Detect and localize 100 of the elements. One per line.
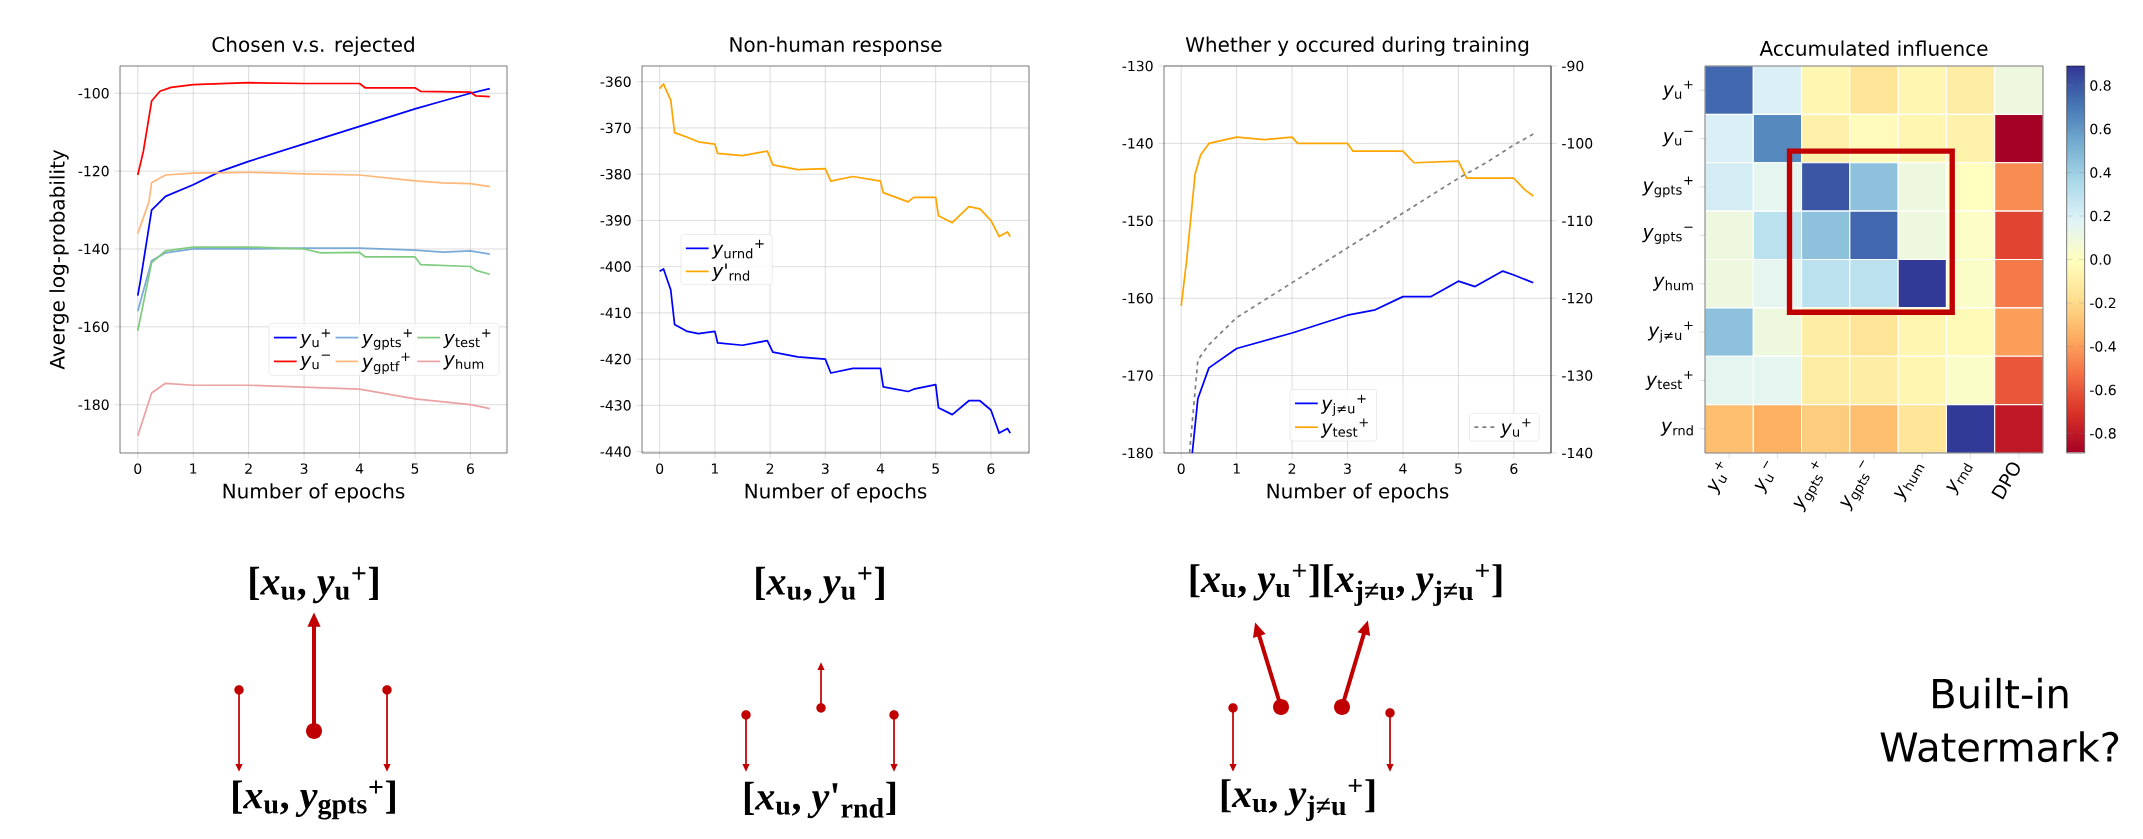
y-tick-label: -120 <box>78 165 109 177</box>
color-bar-label: 0.0 <box>2090 254 2111 265</box>
color-bar-label: -0.2 <box>2090 297 2116 309</box>
y-tick-label: -100 <box>78 87 109 99</box>
x-tick-label: 3 <box>1344 463 1351 474</box>
text: [x$_{u}$, y$_{u}$$^{+}$] <box>756 566 884 604</box>
x-tick-label: y$_{rnd}$ <box>1945 462 1973 496</box>
text: Built-in Watermark? <box>1880 677 2119 763</box>
y-tick-label: -380 <box>600 168 631 180</box>
y-tick-label: -410 <box>600 307 631 319</box>
line-series <box>136 81 491 176</box>
chart-title: Accumulated influence <box>1759 40 1988 56</box>
text: [x$_{u}$, y$_{j≠u}$$^{+}$] <box>1221 779 1375 821</box>
color-bar-label: 0.8 <box>2090 80 2111 91</box>
legend-label: y$_{urnd}$+ <box>711 239 764 259</box>
y2-tick-label: -110 <box>1562 215 1593 227</box>
x-tick-label: 3 <box>300 463 308 474</box>
line-series <box>136 171 491 235</box>
color-bar-label: -0.6 <box>2090 384 2116 396</box>
line-series <box>1191 270 1535 453</box>
text: [x$_{u}$, y$_{u}$$^{+}$] <box>250 566 378 604</box>
x-tick-label: 5 <box>411 463 419 474</box>
color-bar-label: 0.2 <box>2090 210 2111 222</box>
legend-label: y$_{gptf}$+ <box>361 352 410 375</box>
y-tick-label: y$_{j≠u}$+ <box>1647 321 1693 343</box>
x-tick-label: 4 <box>876 463 885 474</box>
y2-tick-label: -90 <box>1562 60 1584 72</box>
y-tick-label: -160 <box>1122 292 1153 304</box>
y-tick-label: y$_{test}$+ <box>1645 370 1693 390</box>
line-series <box>658 268 1012 434</box>
line-series <box>1180 136 1535 307</box>
legend-label: y$_{test}$+ <box>1320 418 1368 438</box>
y-tick-label: -170 <box>1122 370 1153 381</box>
y-tick-label: y$_{hum}$ <box>1652 276 1693 291</box>
x-tick-label: 1 <box>1233 463 1240 474</box>
x-tick-label: 2 <box>766 463 774 474</box>
color-bar-label: 0.6 <box>2090 123 2111 135</box>
y-tick-label: -400 <box>600 261 631 272</box>
text: [x$_{u}$, y'$_{rnd}$] <box>744 781 896 819</box>
x-axis-title: Number of epochs <box>1267 483 1449 503</box>
legend-label: y'$_{rnd}$ <box>711 263 750 282</box>
line-series <box>136 87 491 297</box>
legend-label: y$_{test}$+ <box>443 329 491 349</box>
y-tick-label: y$_{gpts}$− <box>1642 226 1693 244</box>
y-tick-label: -160 <box>78 321 109 333</box>
text: [x$_{u}$, y$_{gpts}$$^{+}$] <box>233 780 395 820</box>
legend-label: y$_{u}$+ <box>299 329 330 349</box>
y-tick-label: -370 <box>600 122 631 134</box>
x-tick-label: 2 <box>245 463 252 474</box>
chart-title: Non-human response <box>730 36 942 56</box>
x-tick-label: y$_{u}$− <box>1754 460 1775 495</box>
y-tick-label: -440 <box>600 446 631 457</box>
y2-tick-label: -120 <box>1562 292 1593 304</box>
legend-label: y$_{u}$+ <box>1500 418 1531 438</box>
chart-title: Chosen v.s. rejected <box>212 36 414 56</box>
legend-label: y$_{u}$− <box>299 354 330 371</box>
x-tick-label: 1 <box>190 463 197 474</box>
legend-label: y$_{hum}$ <box>443 355 484 370</box>
x-tick-label: 0 <box>656 463 664 474</box>
y-tick-label: -390 <box>600 215 631 226</box>
line-series <box>136 247 491 313</box>
x-tick-label: 6 <box>987 463 995 474</box>
y-tick-label: -140 <box>78 243 109 255</box>
y-tick-label: -360 <box>600 76 631 87</box>
y-tick-label: y$_{gpts}$+ <box>1642 176 1693 198</box>
x-tick-label: 4 <box>355 463 364 474</box>
color-bar-label: -0.8 <box>2090 428 2116 439</box>
x-axis-title: Number of epochs <box>223 483 405 503</box>
x-tick-label: 6 <box>1510 463 1518 474</box>
y-tick-label: -180 <box>1122 447 1153 459</box>
color-bar-label: -0.4 <box>2090 341 2116 352</box>
x-axis-title: Number of epochs <box>745 483 927 503</box>
y-tick-label: -150 <box>1122 215 1153 227</box>
y-tick-label: y$_{u}$+ <box>1662 80 1693 100</box>
y-axis-title: Averge log-probability <box>49 149 69 370</box>
y-tick-label: -130 <box>1122 60 1153 72</box>
text: [x$_{u}$, y$_{u}$$^{+}$][x$_{j≠u}$, y$_{j≠u}$$^{+}$] <box>1190 564 1502 606</box>
line-series <box>658 83 1012 238</box>
x-tick-label: 4 <box>1399 463 1407 474</box>
y-tick-label: -430 <box>600 400 631 411</box>
x-tick-label: 5 <box>1455 463 1462 474</box>
y-tick-label: -140 <box>1122 138 1153 149</box>
x-tick-label: 1 <box>711 463 719 474</box>
x-tick-label: 3 <box>821 463 829 474</box>
y-tick-label: y$_{rnd}$ <box>1660 421 1693 436</box>
legend-label: y$_{gpts}$+ <box>361 329 412 350</box>
y2-tick-label: -130 <box>1562 370 1593 381</box>
color-bar-label: 0.4 <box>2090 167 2111 178</box>
x-tick-label: 0 <box>134 463 142 474</box>
y-tick-label: -420 <box>600 353 631 365</box>
x-tick-label: 0 <box>1177 463 1185 474</box>
x-tick-label: 6 <box>466 463 474 474</box>
legend-label: y$_{j≠u}$+ <box>1320 394 1366 416</box>
x-tick-label: 2 <box>1288 463 1296 474</box>
y-tick-label: -180 <box>78 399 109 410</box>
y-tick-label: y$_{u}$− <box>1662 130 1693 147</box>
y2-tick-label: -140 <box>1562 447 1593 459</box>
x-tick-label: 5 <box>932 463 939 474</box>
y2-tick-label: -100 <box>1562 138 1593 149</box>
chart-title: Whether y occured during training <box>1185 36 1529 56</box>
